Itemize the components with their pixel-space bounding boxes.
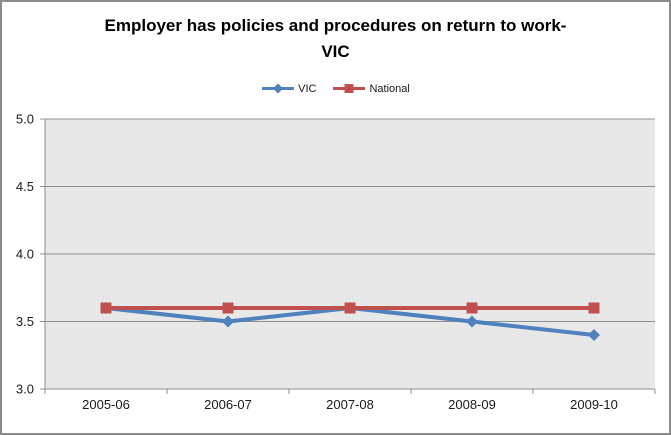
marker-square-national (466, 302, 478, 314)
chart-title: Employer has policies and procedures on … (2, 13, 669, 65)
y-axis-label: 5.0 (16, 112, 34, 127)
legend-marker-national-square-icon (333, 84, 366, 93)
y-axis-label: 3.5 (16, 314, 34, 329)
marker-diamond-vic (466, 315, 478, 328)
marker-square-national (100, 302, 112, 314)
legend-label-national: National (369, 82, 410, 95)
legend-marker-vic-diamond-icon (262, 83, 295, 94)
y-axis-label: 4.5 (16, 179, 34, 194)
marker-square-national (588, 302, 600, 314)
x-axis-label: 2009-10 (570, 397, 618, 412)
x-axis-label: 2006-07 (204, 397, 252, 412)
x-axis-label: 2008-09 (448, 397, 496, 412)
legend-label-vic: VIC (298, 82, 317, 95)
marker-diamond-vic (222, 315, 234, 328)
chart-title-text: Employer has policies and procedures on … (104, 16, 567, 61)
y-axis-label: 4.0 (16, 247, 34, 262)
x-axis-label: 2005-06 (82, 397, 130, 412)
legend-item-national: National (332, 82, 410, 95)
x-axis-label: 2007-08 (326, 397, 374, 412)
marker-diamond-vic (588, 329, 600, 341)
legend-item-vic: VIC (261, 82, 316, 95)
marker-square-national (344, 302, 356, 314)
chart-legend: VIC National (2, 82, 669, 95)
marker-square-national (222, 302, 234, 314)
y-axis-label: 3.0 (16, 382, 34, 397)
